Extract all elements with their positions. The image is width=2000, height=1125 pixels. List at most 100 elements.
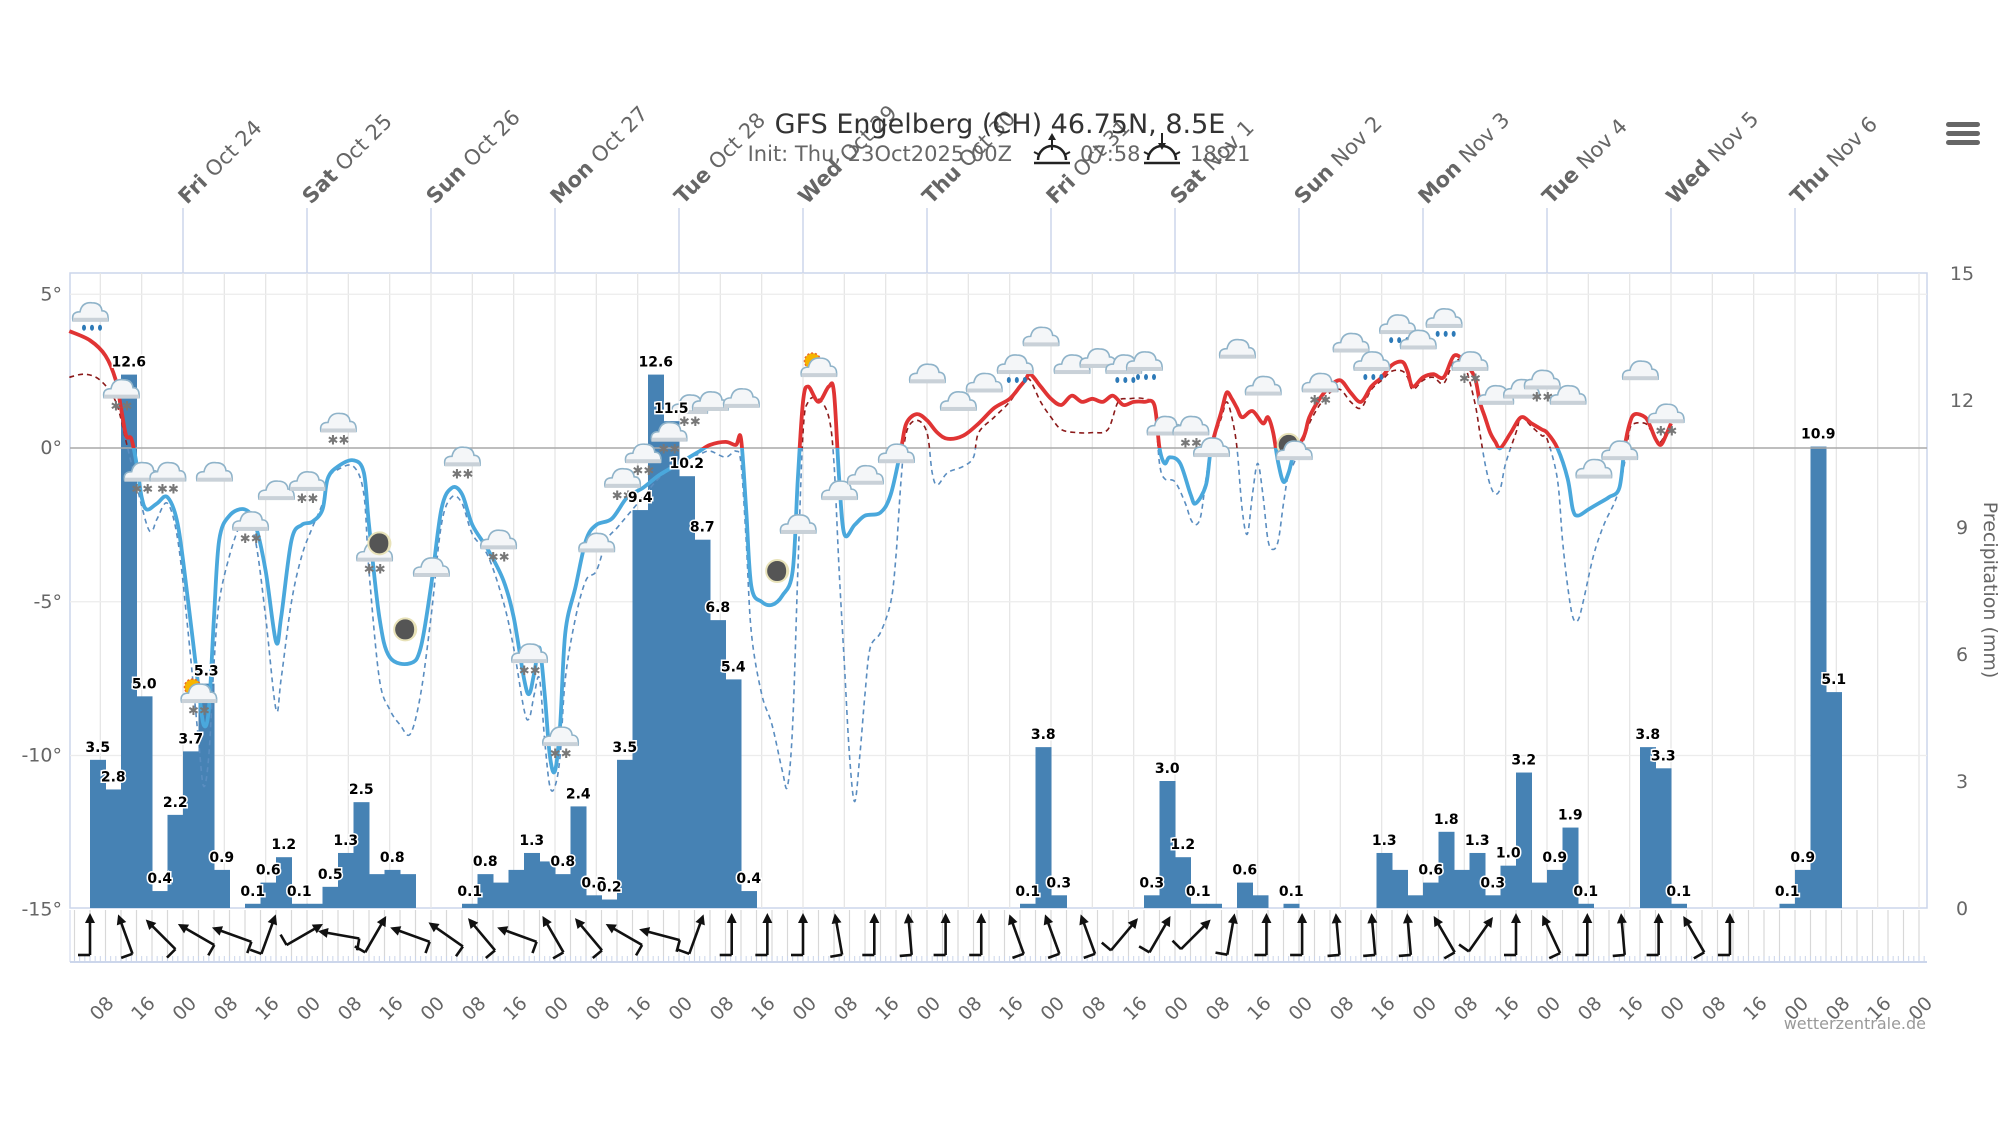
hour-tick-label: 00 <box>292 992 325 1025</box>
wind-shaft <box>1406 916 1413 956</box>
wind-barb <box>120 952 133 960</box>
raindrop <box>1123 377 1128 384</box>
cloud-shape <box>149 461 187 482</box>
precipitation-label: 9.4 <box>628 490 653 506</box>
wind-arrow-icon <box>605 924 644 957</box>
hour-tick-label: 08 <box>830 992 863 1025</box>
precipitation-label: 3.3 <box>1651 748 1676 764</box>
snowflake: ✱ <box>1666 424 1677 439</box>
wind-head <box>1724 913 1735 923</box>
cloud-base <box>651 437 687 442</box>
wind-shaft <box>1148 918 1170 953</box>
cloud-base <box>1576 474 1612 479</box>
wind-barb <box>1171 939 1182 951</box>
wind-shaft <box>1370 916 1377 956</box>
wind-head <box>116 914 127 926</box>
precipitation-bar <box>1826 692 1842 908</box>
chart-subtitle: Init: Thu, 23Oct2025 00Z 07:58 18:21 <box>748 133 1251 166</box>
wind-arrow-icon <box>1079 914 1097 960</box>
right-axis-tick: 12 <box>1950 390 1974 412</box>
snowflake: ✱ <box>561 747 572 762</box>
temperature-line-below-zero <box>131 448 1627 775</box>
precipitation-label: 0.8 <box>473 854 498 870</box>
cloud-shape <box>578 532 616 553</box>
cloud-shape <box>180 683 218 703</box>
precipitation-label: 1.8 <box>1434 812 1459 828</box>
wind-head <box>605 924 617 934</box>
wind-arrow-icon <box>177 924 216 957</box>
left-axis-tick: 0° <box>40 437 62 459</box>
precipitation-bar <box>679 476 695 908</box>
precipitation-label: 1.3 <box>333 833 358 849</box>
credit-link[interactable]: wetterzentrale.de <box>1784 1014 1926 1033</box>
sun-cloud-icon <box>800 352 838 378</box>
snowflake: ✱ <box>251 532 262 547</box>
cloud-base <box>1400 345 1436 350</box>
wind-shaft <box>118 917 134 955</box>
cloud-base <box>780 529 816 534</box>
snowflake: ✱ <box>463 467 474 482</box>
precipitation-bar <box>1810 446 1827 908</box>
cloud-base <box>357 557 393 562</box>
precipitation-label: 5.3 <box>194 664 219 680</box>
cloud-shape <box>195 461 233 482</box>
wind-barb <box>1443 951 1456 960</box>
precipitation-bar <box>353 802 370 908</box>
day-label: Thu Nov 6 <box>1786 112 1883 209</box>
cloud-base <box>693 406 728 411</box>
snow-cloud-icon: ✱ ✱ <box>1172 415 1210 452</box>
moon-icon <box>765 559 790 583</box>
cloud-icon <box>965 372 1003 393</box>
cloud-shape <box>542 726 580 746</box>
wind-arrow-icon <box>1458 916 1493 953</box>
precipitation-label: 10.2 <box>669 456 704 472</box>
precipitation-label: 3.0 <box>1155 761 1180 777</box>
cloud-shape <box>102 378 140 399</box>
wind-head <box>1331 913 1342 924</box>
hour-tick-label: 00 <box>1036 992 1069 1025</box>
precipitation-label: 1.9 <box>1558 808 1583 824</box>
snowflake: ✱ <box>1470 372 1481 387</box>
precipitation-bar <box>1144 895 1160 908</box>
wind-head <box>1367 913 1378 924</box>
cloud-shape <box>908 363 946 384</box>
snow-cloud-icon: ✱ ✱ <box>542 726 580 762</box>
cloud-icon <box>1399 329 1437 350</box>
wind-shaft <box>285 924 321 947</box>
raindrop <box>1115 377 1120 384</box>
precipitation-bar <box>1252 895 1269 908</box>
cloud-shape <box>1125 351 1163 371</box>
snowflake: ✱ <box>188 704 199 719</box>
precipitation-bar <box>508 869 525 908</box>
precipitation-bar <box>1485 895 1501 908</box>
precipitation-bar <box>1562 827 1579 908</box>
precipitation-bar <box>725 679 742 908</box>
precipitation-bar <box>1469 852 1486 908</box>
wind-arrow-icon <box>1683 915 1706 960</box>
precipitation-label: 12.6 <box>111 355 146 371</box>
precipitation-bar <box>632 510 649 908</box>
wind-arrow-icon <box>1171 919 1211 951</box>
snowflake: ✱ <box>142 483 153 498</box>
snowflake: ✱ <box>1191 437 1202 452</box>
wind-arrow-icon <box>211 926 253 954</box>
hour-tick-label: 08 <box>582 992 615 1025</box>
wind-head <box>903 913 914 924</box>
hamburger-menu-button[interactable] <box>1946 122 1980 148</box>
precipitation-label: 0.4 <box>736 871 761 887</box>
hour-tick-label: 08 <box>1698 992 1731 1025</box>
snowflake: ✱ <box>1309 394 1320 409</box>
precipitation-label: 0.6 <box>1418 863 1443 879</box>
cloud-shape <box>319 412 357 433</box>
precipitation-bar <box>1206 903 1222 908</box>
cloud-base <box>724 403 759 408</box>
precipitation-bar <box>1516 772 1532 908</box>
right-axis-tick: 6 <box>1956 644 1968 666</box>
cloud-shape <box>779 514 817 534</box>
precipitation-bar <box>338 852 354 908</box>
wind-shaft <box>576 920 603 952</box>
wind-barb <box>424 941 431 954</box>
wind-head <box>311 924 323 934</box>
wind-shaft <box>215 927 252 944</box>
precipitation-bar <box>741 891 757 908</box>
